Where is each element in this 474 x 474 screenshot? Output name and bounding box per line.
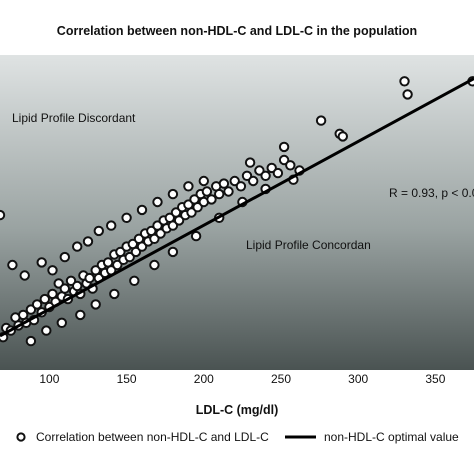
legend: Correlation between non-HDL-C and LDL-C …	[16, 430, 459, 444]
data-point-73	[254, 165, 265, 176]
data-point-98	[90, 299, 101, 310]
fit-line-layer	[0, 77, 474, 338]
data-point-66	[214, 188, 225, 200]
chart-title: Correlation between non-HDL-C and LDL-C …	[57, 24, 417, 38]
data-point-95	[41, 325, 52, 336]
data-point-91	[167, 188, 179, 200]
data-point-77	[278, 154, 290, 166]
data-point-76	[272, 167, 284, 179]
data-point-81	[36, 257, 47, 268]
data-point-11	[39, 293, 50, 305]
data-point-63	[201, 186, 213, 197]
annotation-discordant: Lipid Profile Discordant	[12, 111, 136, 125]
data-point-86	[93, 225, 105, 237]
legend-marker-scatter	[16, 432, 26, 442]
data-point-107	[0, 209, 6, 221]
data-point-69	[229, 175, 240, 187]
data-point-17	[59, 283, 71, 294]
data-point-89	[136, 204, 148, 216]
data-point-116	[402, 89, 413, 100]
data-point-97	[75, 309, 86, 321]
data-point-72	[248, 175, 259, 187]
data-point-46	[149, 233, 160, 245]
x-tick-label-100: 100	[39, 372, 59, 386]
data-point-87	[106, 220, 117, 231]
data-point-115	[399, 76, 410, 87]
data-point-82	[47, 265, 58, 276]
x-axis-label: LDL-C (mg/dl)	[196, 403, 279, 417]
x-tick-label-150: 150	[117, 372, 137, 386]
data-point-93	[198, 175, 210, 187]
data-point-67	[218, 178, 230, 189]
legend-label-scatter: Correlation between non-HDL-C and LDL-C	[36, 430, 269, 444]
data-point-88	[121, 212, 132, 224]
data-point-101	[149, 259, 160, 271]
legend-label-line: non-HDL-C optimal value	[324, 430, 459, 444]
x-tick-label-300: 300	[348, 372, 368, 386]
data-point-96	[56, 317, 67, 328]
data-point-9	[31, 299, 43, 310]
plot-area	[0, 55, 474, 370]
data-point-114	[337, 131, 348, 142]
x-tick-label-250: 250	[271, 372, 291, 386]
x-axis-ticks: 100 150 200 250 300 350	[39, 372, 445, 386]
data-point-83	[59, 251, 71, 263]
data-point-74	[260, 170, 271, 182]
data-point-78	[285, 160, 296, 171]
data-point-70	[235, 181, 247, 192]
data-point-84	[72, 241, 83, 252]
fit-line	[0, 77, 474, 338]
data-point-99	[109, 288, 120, 300]
data-point-103	[190, 230, 202, 242]
data-point-92	[183, 181, 194, 192]
data-point-94	[25, 335, 37, 347]
data-point-109	[278, 141, 290, 153]
data-point-112	[315, 115, 327, 126]
data-point-64	[206, 194, 217, 205]
x-tick-label-200: 200	[194, 372, 214, 386]
data-point-102	[167, 246, 179, 258]
annotation-stats: R = 0.93, p < 0.0	[389, 186, 474, 200]
annotation-concordant: Lipid Profile Concordan	[246, 238, 371, 252]
x-tick-label-350: 350	[425, 372, 445, 386]
data-point-25	[84, 272, 95, 284]
data-point-80	[19, 270, 30, 281]
data-point-85	[82, 236, 94, 247]
data-point-90	[152, 196, 163, 208]
data-point-108	[244, 157, 256, 168]
data-point-100	[129, 275, 140, 286]
data-point-54	[173, 215, 185, 226]
data-point-68	[223, 186, 234, 197]
data-point-79	[7, 259, 18, 271]
